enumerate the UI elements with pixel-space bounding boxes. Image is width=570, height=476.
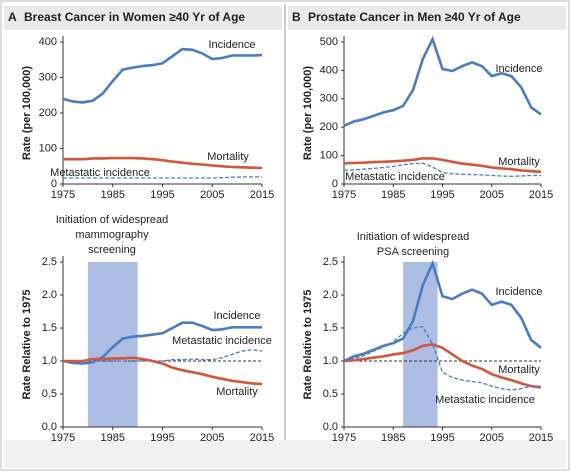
y-tick-label: 1.0: [42, 355, 57, 367]
y-tick-label: 0.5: [323, 388, 338, 400]
series-label: Incidence: [213, 310, 260, 322]
x-tick-label: 2015: [250, 189, 274, 201]
y-tick-label: 300: [39, 71, 57, 83]
panel-header: [4, 6, 282, 30]
panel-header: [288, 6, 566, 30]
y-tick-label: 0: [332, 178, 338, 190]
annotation: PSA screening: [377, 246, 449, 258]
x-tick-label: 1995: [150, 432, 174, 444]
panel-letter: B: [292, 10, 301, 24]
y-tick-label: 400: [39, 36, 57, 48]
y-tick-label: 0.0: [323, 421, 338, 433]
x-tick-label: 1995: [150, 189, 174, 201]
series-label: Mortality: [498, 156, 540, 168]
series-line: [63, 356, 263, 386]
y-tick-label: 400: [320, 64, 338, 76]
annotation: Initiation of widespread: [357, 231, 470, 243]
series-line: [63, 176, 262, 179]
series-line: [62, 47, 263, 104]
x-tick-label: 1975: [332, 432, 356, 444]
annotation: mammography: [75, 229, 149, 241]
x-tick-label: 2015: [250, 432, 274, 444]
y-tick-label: 2.5: [323, 256, 338, 268]
annotation: screening: [88, 244, 136, 256]
y-tick-label: 1.0: [323, 355, 338, 367]
panel-title: Prostate Cancer in Men ≥40 Yr of Age: [308, 10, 521, 24]
x-tick-label: 2015: [529, 189, 553, 201]
x-tick-label: 2005: [480, 189, 504, 201]
series-label: Metastatic incidence: [172, 335, 272, 347]
series-line: [343, 35, 542, 127]
y-axis-label: Rate Relative to 1975: [21, 289, 33, 399]
panel-letter: A: [8, 10, 17, 24]
x-tick-label: 2005: [200, 189, 224, 201]
y-tick-label: 500: [320, 36, 338, 48]
y-tick-label: 2.0: [323, 289, 338, 301]
series-label: Incidence: [495, 63, 542, 75]
series-label: Mortality: [216, 386, 258, 398]
x-tick-label: 2015: [529, 432, 553, 444]
x-tick-label: 1995: [430, 432, 454, 444]
x-tick-label: 1975: [51, 189, 75, 201]
y-axis-label: Rate Relative to 1975: [302, 289, 314, 399]
y-tick-label: 100: [39, 142, 57, 154]
series-label: Incidence: [208, 39, 255, 51]
x-tick-label: 1985: [381, 432, 405, 444]
y-tick-label: 0.5: [42, 388, 57, 400]
y-tick-label: 300: [320, 93, 338, 105]
x-tick-label: 1985: [381, 189, 405, 201]
series-line: [63, 349, 263, 362]
y-tick-label: 200: [39, 107, 57, 119]
footer-strip: [4, 440, 566, 468]
x-tick-label: 2005: [200, 432, 224, 444]
screening-band: [87, 262, 138, 427]
series-label: Metastatic incidence: [50, 167, 150, 179]
y-tick-label: 0.0: [42, 421, 57, 433]
series-label: Metastatic incidence: [435, 394, 535, 406]
x-tick-label: 1975: [332, 189, 356, 201]
y-tick-label: 2.0: [42, 289, 57, 301]
series-line: [343, 343, 542, 389]
y-tick-label: 1.5: [42, 322, 57, 334]
x-tick-label: 1985: [101, 432, 125, 444]
y-tick-label: 2.5: [42, 256, 57, 268]
panel-title: Breast Cancer in Women ≥40 Yr of Age: [24, 10, 245, 24]
x-tick-label: 2005: [480, 432, 504, 444]
series-label: Incidence: [495, 286, 542, 298]
series-label: Mortality: [498, 364, 540, 376]
y-axis-label: Rate (per 100,000): [302, 66, 314, 160]
x-tick-label: 1995: [430, 189, 454, 201]
series-label: Metastatic incidence: [345, 171, 445, 183]
series-line: [343, 259, 542, 363]
x-tick-label: 1985: [101, 189, 125, 201]
y-tick-label: 100: [320, 150, 338, 162]
y-axis-label: Rate (per 100,000): [21, 66, 33, 160]
annotation: Initiation of widespread: [56, 214, 169, 226]
y-tick-label: 1.5: [323, 322, 338, 334]
series-label: Mortality: [207, 151, 249, 163]
series-line: [343, 157, 542, 174]
series-line: [63, 156, 263, 170]
y-tick-label: 0: [51, 178, 57, 190]
series-line: [343, 325, 541, 391]
y-tick-label: 200: [320, 121, 338, 133]
series-line: [343, 162, 541, 177]
x-tick-label: 1975: [51, 432, 75, 444]
